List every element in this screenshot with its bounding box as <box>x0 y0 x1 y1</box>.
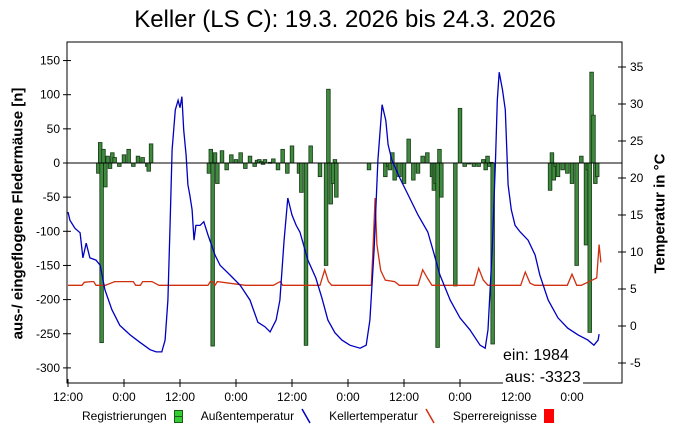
legend-item-aussentemperatur: Außentemperatur <box>201 408 311 424</box>
y-axis-left-ticks: 150 100 50 0 -50 -100 -150 -200 -250 -300 <box>36 54 71 375</box>
svg-text:-50: -50 <box>43 190 61 204</box>
kellertemperatur-line <box>68 197 602 287</box>
svg-text:0: 0 <box>53 156 60 170</box>
ein-total: ein: 1984 <box>503 347 569 364</box>
svg-text:12:00: 12:00 <box>53 390 83 404</box>
aussentemperatur-line <box>67 72 600 353</box>
svg-text:-150: -150 <box>36 258 60 272</box>
y-axis-right-label: Temperatur in °C <box>651 153 669 274</box>
svg-text:0:00: 0:00 <box>336 390 360 404</box>
legend-label: Registrierungen <box>82 409 167 423</box>
svg-text:0: 0 <box>630 319 637 333</box>
red-line-swatch-icon <box>425 408 435 424</box>
svg-text:5: 5 <box>630 282 637 296</box>
svg-text:12:00: 12:00 <box>501 390 531 404</box>
bar-swatch-icon <box>173 409 183 423</box>
legend-item-sperrereignisse: Sperrereignisse <box>453 409 554 423</box>
svg-text:15: 15 <box>630 208 644 222</box>
svg-text:12:00: 12:00 <box>389 390 419 404</box>
plot-area <box>66 41 623 384</box>
svg-text:12:00: 12:00 <box>277 390 307 404</box>
svg-text:30: 30 <box>630 97 644 111</box>
svg-text:-300: -300 <box>36 361 60 375</box>
svg-text:0:00: 0:00 <box>560 390 584 404</box>
legend: Registrierungen Außentemperatur Kellerte… <box>82 408 572 424</box>
aus-total: aus: -3323 <box>503 369 583 387</box>
legend-label: Außentemperatur <box>200 409 295 423</box>
svg-text:0:00: 0:00 <box>224 390 248 404</box>
y-axis-right-ticks: 35 30 25 20 15 10 5 0 -5 <box>618 60 644 370</box>
svg-text:50: 50 <box>47 122 61 136</box>
legend-label: Kellertemperatur <box>329 409 418 423</box>
chart-title: Keller (LS C): 19.3. 2026 bis 24.3. 2026 <box>134 6 556 33</box>
svg-text:-250: -250 <box>36 327 60 341</box>
svg-text:-200: -200 <box>36 293 60 307</box>
svg-text:100: 100 <box>40 88 60 102</box>
svg-text:-100: -100 <box>36 224 60 238</box>
svg-text:0:00: 0:00 <box>112 390 136 404</box>
svg-text:150: 150 <box>40 54 60 68</box>
legend-item-registrierungen: Registrierungen <box>82 409 183 423</box>
svg-text:10: 10 <box>630 245 644 259</box>
svg-text:0:00: 0:00 <box>448 390 472 404</box>
svg-text:20: 20 <box>630 171 644 185</box>
y-axis-left-label: aus-/ eingeflogene Fledermäuse [n] <box>9 87 27 340</box>
x-axis-ticks: 12:00 0:00 12:00 0:00 12:00 0:00 12:00 0:00 12:0… <box>53 379 584 404</box>
blue-line-swatch-icon <box>301 408 311 424</box>
svg-text:25: 25 <box>630 134 644 148</box>
red-square-swatch-icon <box>543 409 554 423</box>
svg-text:35: 35 <box>630 60 644 74</box>
svg-text:12:00: 12:00 <box>165 390 195 404</box>
legend-label: Sperrereignisse <box>452 409 537 423</box>
legend-item-kellertemperatur: Kellertemperatur <box>329 408 435 424</box>
svg-text:-5: -5 <box>630 356 641 370</box>
